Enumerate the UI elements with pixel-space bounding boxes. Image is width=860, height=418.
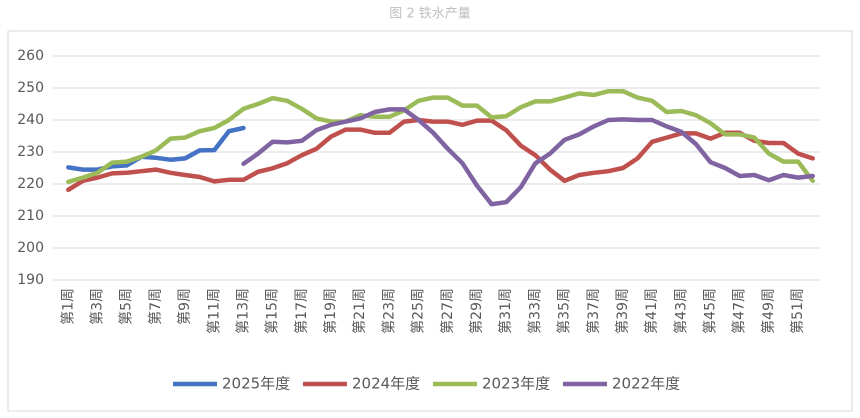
x-tick-label: 第11周	[205, 288, 222, 334]
y-tick-label: 230	[17, 144, 44, 160]
x-tick-label: 第35周	[556, 288, 573, 334]
x-tick-label: 第51周	[789, 288, 806, 334]
series-line	[241, 107, 815, 207]
x-tick-label: 第1周	[59, 288, 76, 325]
legend-label: 2022年度	[612, 375, 680, 393]
x-tick-label: 第21周	[351, 288, 368, 334]
x-tick-label: 第49周	[760, 288, 777, 334]
y-tick-label: 250	[17, 80, 44, 96]
x-tick-label: 第15周	[264, 288, 281, 334]
series-line	[66, 117, 815, 193]
x-tick-label: 第5周	[118, 288, 135, 325]
x-tick-label: 第3周	[88, 288, 105, 325]
series-line	[66, 88, 815, 185]
x-tick-label: 第33周	[526, 288, 543, 334]
x-tick-label: 第47周	[731, 288, 748, 334]
x-tick-label: 第19周	[322, 288, 339, 334]
x-tick-label: 第31周	[497, 288, 514, 334]
x-tick-label: 第7周	[147, 288, 164, 325]
legend-label: 2024年度	[352, 375, 420, 393]
y-tick-label: 210	[17, 208, 44, 224]
x-tick-label: 第39周	[614, 288, 631, 334]
chart-frame	[7, 30, 853, 412]
x-tick-label: 第25周	[410, 288, 427, 334]
y-tick-label: 200	[17, 240, 44, 256]
x-tick-label: 第17周	[293, 288, 310, 334]
x-tick-label: 第45周	[702, 288, 719, 334]
chart-title: 图 2 铁水产量	[389, 7, 471, 22]
y-tick-label: 240	[17, 112, 44, 128]
x-tick-label: 第13周	[234, 288, 251, 334]
x-tick-label: 第29周	[468, 288, 485, 334]
x-tick-label: 第41周	[643, 288, 660, 334]
x-tick-label: 第23周	[380, 288, 397, 334]
y-tick-label: 190	[17, 272, 44, 288]
x-tick-label: 第9周	[176, 288, 193, 325]
y-tick-label: 260	[17, 48, 44, 64]
x-tick-label: 第43周	[672, 288, 689, 334]
legend-label: 2025年度	[222, 375, 290, 393]
legend-label: 2023年度	[482, 375, 550, 393]
x-tick-label: 第37周	[585, 288, 602, 334]
x-tick-label: 第27周	[439, 288, 456, 334]
series-line	[66, 125, 246, 172]
y-tick-label: 220	[17, 176, 44, 192]
